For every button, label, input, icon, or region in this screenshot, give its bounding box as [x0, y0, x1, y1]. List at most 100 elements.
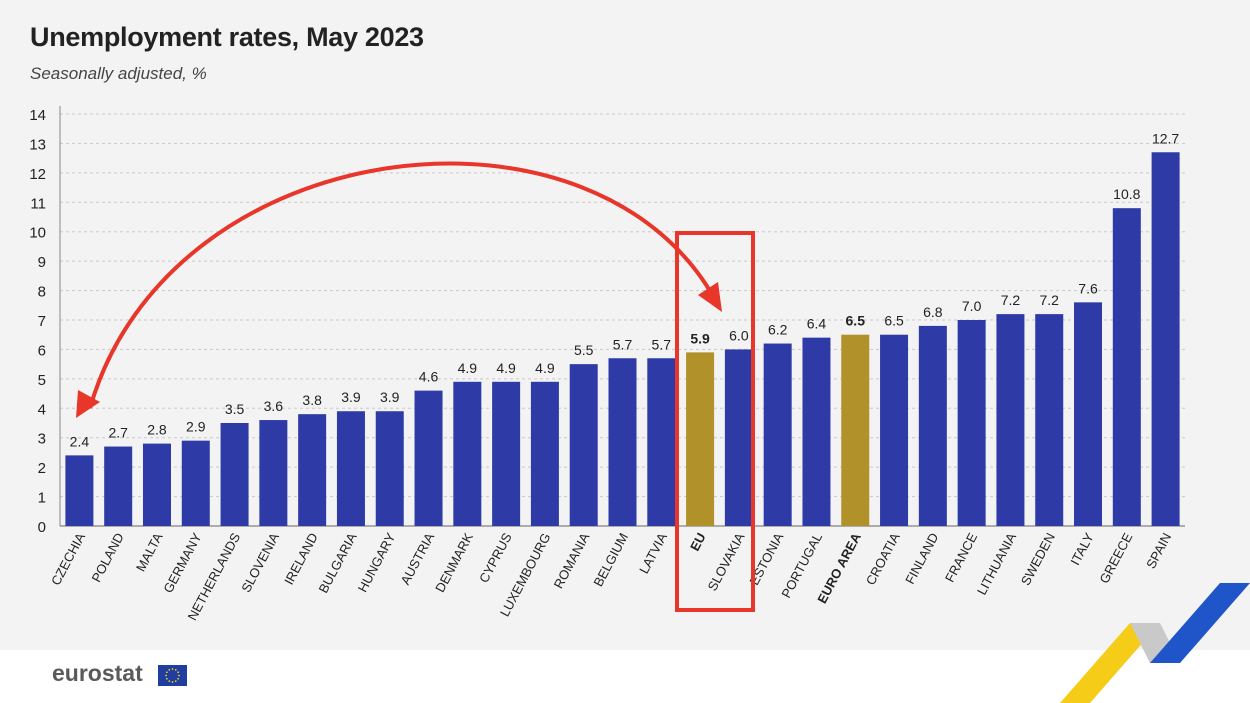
bar: [608, 358, 637, 526]
bar-value-label: 6.4: [807, 316, 827, 332]
bar-value-label: 6.5: [884, 313, 904, 329]
x-tick-label: HUNGARY: [355, 530, 399, 595]
y-tick-label: 3: [38, 431, 46, 448]
bar-value-label: 3.5: [225, 401, 245, 417]
x-tick-label: ITALY: [1067, 530, 1096, 568]
bar: [414, 390, 443, 526]
annotation-arc-arrow: [88, 161, 720, 409]
bar: [686, 352, 715, 526]
bar: [918, 325, 947, 526]
bar: [996, 314, 1025, 526]
x-tick-label: LATVIA: [636, 530, 670, 576]
bar: [530, 381, 559, 526]
x-tick-label: ROMANIA: [551, 530, 593, 591]
bar: [65, 455, 94, 526]
x-tick-label: FRANCE: [942, 530, 980, 585]
bar: [802, 337, 831, 526]
x-tick-label: CZECHIA: [48, 530, 88, 588]
x-tick-label: SLOVENIA: [238, 530, 282, 595]
bar-value-label: 7.6: [1078, 280, 1098, 296]
y-tick-label: 5: [38, 372, 46, 389]
y-tick-label: 2: [38, 460, 46, 477]
bar: [724, 349, 753, 526]
bar-value-label: 5.7: [652, 336, 672, 352]
bar-value-label: 4.9: [535, 360, 555, 376]
y-tick-label: 12: [29, 166, 46, 183]
bar-value-label: 6.0: [729, 327, 749, 343]
y-tick-label: 4: [38, 401, 46, 418]
bar-value-label: 6.2: [768, 322, 788, 338]
x-tick-label: BULGARIA: [315, 530, 359, 595]
x-tick-label: LITHUANIA: [974, 530, 1019, 597]
eurostat-logo-text: eurostat: [52, 660, 143, 686]
bar: [957, 320, 986, 526]
bar-value-label: 3.9: [380, 389, 400, 405]
x-tick-label: CROATIA: [863, 530, 903, 587]
arrowhead-right: [698, 282, 722, 312]
bar: [181, 440, 210, 526]
bar: [453, 381, 482, 526]
bar-value-label: 5.9: [690, 330, 710, 346]
bar: [880, 334, 909, 526]
y-tick-label: 14: [29, 107, 46, 124]
bar-value-label: 7.2: [1001, 292, 1021, 308]
footer-bar: [0, 650, 1250, 703]
bar-value-label: 10.8: [1113, 186, 1140, 202]
bar-value-label: 12.7: [1152, 130, 1179, 146]
y-tick-label: 7: [38, 313, 46, 330]
y-tick-label: 1: [38, 490, 46, 507]
bar-value-label: 4.6: [419, 369, 439, 385]
x-tick-label: POLAND: [88, 530, 126, 584]
bar-value-label: 5.7: [613, 336, 633, 352]
y-tick-label: 0: [38, 519, 46, 536]
bar-value-label: 6.8: [923, 304, 943, 320]
bar: [142, 443, 171, 526]
bar: [220, 423, 249, 526]
bar-value-label: 5.5: [574, 342, 594, 358]
y-tick-label: 10: [29, 225, 46, 242]
bar: [569, 364, 598, 526]
bar-value-label: 2.7: [108, 425, 128, 441]
y-tick-label: 11: [30, 195, 46, 212]
bar: [1151, 152, 1180, 526]
bar: [647, 358, 676, 526]
bar-value-label: 6.5: [846, 313, 866, 329]
y-tick-label: 6: [38, 342, 46, 359]
bar: [104, 446, 133, 526]
bar-value-label: 2.8: [147, 422, 167, 438]
x-tick-label: GERMANY: [160, 530, 204, 595]
bar: [336, 411, 365, 526]
bar-value-label: 4.9: [458, 360, 478, 376]
x-tick-label: EU: [687, 530, 709, 553]
y-tick-label: 9: [38, 254, 46, 271]
x-tick-label: CYPRUS: [476, 530, 515, 585]
chart-title: Unemployment rates, May 2023: [30, 22, 424, 52]
bar: [1035, 314, 1064, 526]
bar: [492, 381, 521, 526]
bar: [259, 420, 288, 526]
x-tick-label: GREECE: [1096, 530, 1135, 586]
x-tick-label: IRELAND: [281, 530, 321, 587]
bar: [375, 411, 404, 526]
bar-value-label: 7.0: [962, 298, 982, 314]
slovakia-highlight-box: [675, 231, 755, 612]
bar: [298, 414, 327, 526]
bar-value-label: 3.6: [264, 398, 284, 414]
x-tick-label: DENMARK: [432, 530, 476, 595]
bar: [763, 343, 792, 526]
eurostat-corner-logo-icon: [1060, 583, 1250, 703]
x-tick-label: BELGIUM: [590, 530, 631, 589]
x-tick-label: AUSTRIA: [397, 530, 437, 587]
y-tick-label: 8: [38, 284, 46, 301]
bar-value-label: 7.2: [1039, 292, 1059, 308]
bar: [1074, 302, 1103, 526]
eu-flag-icon: [158, 665, 187, 686]
x-tick-label: SLOVAKIA: [705, 530, 748, 593]
y-tick-label: 13: [29, 136, 46, 153]
arrowhead-left: [76, 390, 100, 418]
bar-value-label: 4.9: [496, 360, 516, 376]
bar: [1112, 208, 1141, 526]
bar-value-label: 2.4: [70, 433, 90, 449]
chart-subtitle: Seasonally adjusted, %: [30, 64, 207, 83]
